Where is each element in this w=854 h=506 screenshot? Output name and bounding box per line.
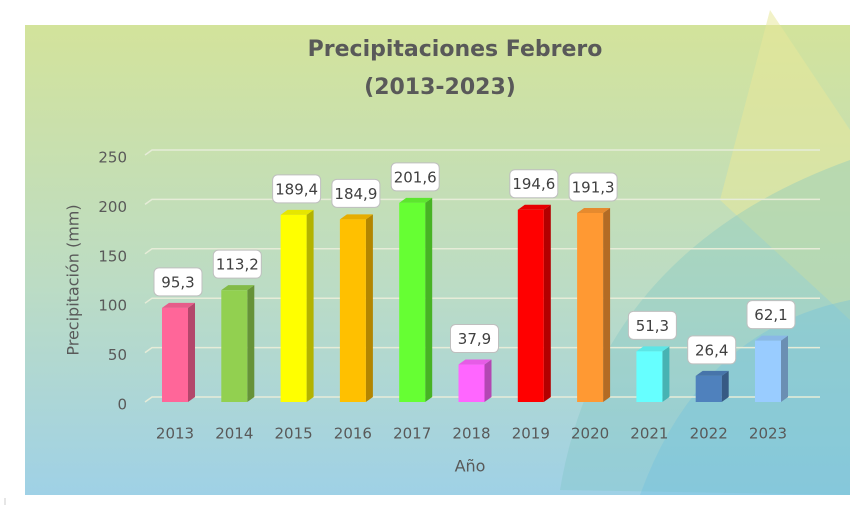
data-label: 201,6	[394, 168, 437, 186]
x-tick-label: 2018	[452, 425, 490, 443]
y-tick-label: 150	[98, 247, 127, 265]
x-axis-label: Año	[455, 457, 486, 476]
data-label-box	[331, 178, 381, 208]
x-tick-label: 2022	[690, 425, 728, 443]
data-label-box	[212, 249, 262, 279]
bar-top	[339, 214, 373, 220]
bar-side	[662, 346, 670, 402]
x-tick-label: 2014	[215, 425, 253, 443]
bar	[162, 307, 188, 402]
bar-side	[781, 335, 788, 402]
bar-side	[721, 370, 729, 402]
data-label-box	[390, 162, 440, 192]
bar	[221, 290, 248, 402]
data-label-box	[509, 169, 559, 199]
bar-side	[306, 209, 314, 402]
data-label-box	[627, 310, 677, 340]
data-label-box	[687, 335, 737, 365]
bar-top	[517, 204, 551, 210]
decoration	[720, 10, 850, 320]
data-label-box	[568, 172, 618, 202]
data-label: 189,4	[275, 180, 318, 198]
bar	[636, 351, 663, 402]
chart-title: (2013-2023)	[364, 75, 516, 100]
data-label-box	[746, 300, 796, 330]
bar-top	[755, 335, 788, 341]
bar-top	[636, 346, 670, 352]
x-tick-label: 2017	[393, 425, 431, 443]
bar-top	[162, 302, 195, 308]
y-tick-label: 0	[117, 396, 127, 414]
bar-top	[221, 285, 255, 291]
data-label: 95,3	[161, 273, 194, 291]
bar-side	[603, 207, 611, 402]
grid-line	[144, 149, 820, 156]
y-tick-label: 100	[98, 297, 127, 315]
chart-title: Precipitaciones Febrero	[308, 37, 603, 62]
bar	[517, 209, 544, 402]
y-tick-label: 50	[108, 346, 127, 364]
y-tick-label: 250	[98, 149, 127, 167]
bar	[399, 202, 426, 402]
data-label-box	[450, 324, 499, 354]
data-label: 191,3	[572, 178, 615, 196]
x-tick-label: 2013	[156, 425, 194, 443]
y-axis-label: Precipitación (mm)	[64, 204, 83, 355]
bar-top	[280, 209, 314, 215]
bar-top	[577, 207, 611, 213]
data-label: 184,9	[334, 185, 377, 203]
decoration	[560, 160, 850, 495]
bar	[339, 219, 366, 402]
x-tick-label: 2021	[630, 425, 668, 443]
data-label: 62,1	[754, 306, 787, 324]
data-label: 26,4	[695, 341, 728, 359]
bar	[755, 340, 781, 402]
bar	[695, 375, 722, 402]
data-label: 194,6	[512, 175, 555, 193]
data-label: 113,2	[216, 256, 259, 274]
data-label: 51,3	[636, 317, 669, 335]
x-tick-label: 2023	[749, 425, 787, 443]
bar-side	[188, 302, 195, 402]
data-label: 37,9	[458, 330, 491, 348]
bar	[458, 364, 485, 402]
data-label-box	[272, 174, 322, 204]
x-tick-label: 2016	[334, 425, 372, 443]
data-label-box	[153, 267, 203, 297]
bar-side	[247, 285, 255, 402]
y-tick-label: 200	[98, 198, 127, 216]
bar-top	[399, 197, 433, 203]
bar-side	[425, 197, 433, 402]
x-tick-label: 2019	[512, 425, 550, 443]
bar	[280, 214, 307, 402]
bar-side	[484, 359, 492, 402]
bar-top	[458, 359, 492, 365]
bar-side	[365, 214, 373, 402]
bar-side	[543, 204, 551, 402]
chart-background	[25, 25, 850, 495]
bar-top	[695, 370, 729, 376]
x-tick-label: 2020	[571, 425, 609, 443]
x-tick-label: 2015	[275, 425, 313, 443]
bar	[577, 212, 604, 402]
